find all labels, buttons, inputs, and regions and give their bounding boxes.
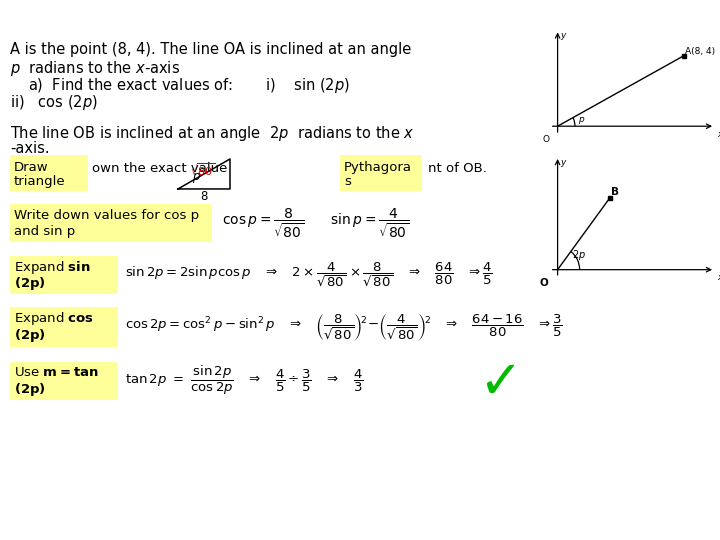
Text: $\mathbf{(2p)}$: $\mathbf{(2p)}$	[14, 381, 46, 399]
Bar	[10, 155, 88, 191]
Text: Pythagora: Pythagora	[344, 161, 412, 174]
Text: B: B	[611, 187, 619, 197]
Text: Draw: Draw	[14, 161, 49, 174]
Text: $y$: $y$	[560, 158, 567, 168]
Bar	[10, 204, 212, 242]
Text: Use $\mathbf{m = tan}$: Use $\mathbf{m = tan}$	[14, 367, 99, 380]
Text: Write down values for cos p: Write down values for cos p	[14, 210, 199, 222]
Text: $\tan 2p \ = \ \dfrac{\sin 2p}{\cos 2p}$   $\Rightarrow$   $\dfrac{4}{5} \div \d: $\tan 2p \ = \ \dfrac{\sin 2p}{\cos 2p}$…	[125, 364, 364, 397]
Bar	[340, 155, 422, 191]
Text: O: O	[539, 278, 548, 288]
Bar	[10, 362, 118, 400]
Text: -axis.: -axis.	[10, 140, 50, 156]
Text: $p$: $p$	[578, 116, 585, 126]
Text: $p$: $p$	[192, 171, 201, 185]
Text: $\mathbf{(2p)}$: $\mathbf{(2p)}$	[14, 275, 46, 293]
Bar	[10, 256, 118, 294]
Text: own the exact value: own the exact value	[92, 163, 228, 176]
Text: ii)   cos (2$p$): ii) cos (2$p$)	[10, 93, 98, 112]
Text: A(8, 4): A(8, 4)	[685, 47, 715, 56]
Text: $2p$: $2p$	[572, 247, 585, 261]
Text: $\cos p = \dfrac{8}{\sqrt{80}}$      $\sin p = \dfrac{4}{\sqrt{80}}$: $\cos p = \dfrac{8}{\sqrt{80}}$ $\sin p …	[222, 206, 410, 240]
Text: s: s	[344, 176, 351, 188]
Text: 8: 8	[200, 190, 207, 203]
Text: $y$: $y$	[560, 31, 567, 42]
Bar	[10, 307, 118, 347]
Text: $x$: $x$	[716, 130, 720, 139]
Text: The line OB is inclined at an angle  $2p$  radians to the $x$: The line OB is inclined at an angle $2p$…	[10, 124, 415, 143]
Text: triangle: triangle	[14, 176, 66, 188]
Text: Expand $\mathbf{sin}$: Expand $\mathbf{sin}$	[14, 259, 91, 276]
Text: $\sqrt{80}$: $\sqrt{80}$	[190, 161, 215, 178]
Text: nt of OB.: nt of OB.	[428, 163, 487, 176]
Text: and sin p: and sin p	[14, 225, 76, 239]
Text: Maths4Scotland: Maths4Scotland	[13, 6, 151, 22]
Text: A is the point (8, 4). The line OA is inclined at an angle: A is the point (8, 4). The line OA is in…	[10, 42, 411, 57]
Text: Expand $\mathbf{cos}$: Expand $\mathbf{cos}$	[14, 310, 94, 327]
Text: $p$  radians to the $x$-axis: $p$ radians to the $x$-axis	[10, 59, 180, 78]
Text: $\checkmark$: $\checkmark$	[478, 355, 516, 407]
Text: $\sin 2p = 2\sin p\cos p$   $\Rightarrow$   $2 \times \dfrac{4}{\sqrt{80}} \time: $\sin 2p = 2\sin p\cos p$ $\Rightarrow$ …	[125, 261, 492, 289]
Text: Higher: Higher	[649, 6, 707, 22]
Text: $\cos 2p = \cos^2 p - \sin^2 p$   $\Rightarrow$   $\left(\dfrac{8}{\sqrt{80}}\ri: $\cos 2p = \cos^2 p - \sin^2 p$ $\Righta…	[125, 312, 563, 342]
Text: $\mathbf{(2p)}$: $\mathbf{(2p)}$	[14, 327, 46, 345]
Text: O: O	[543, 135, 550, 144]
Text: a)  Find the exact values of:       i)    sin (2$p$): a) Find the exact values of: i) sin (2$p…	[28, 76, 350, 95]
Text: $x$: $x$	[716, 273, 720, 282]
